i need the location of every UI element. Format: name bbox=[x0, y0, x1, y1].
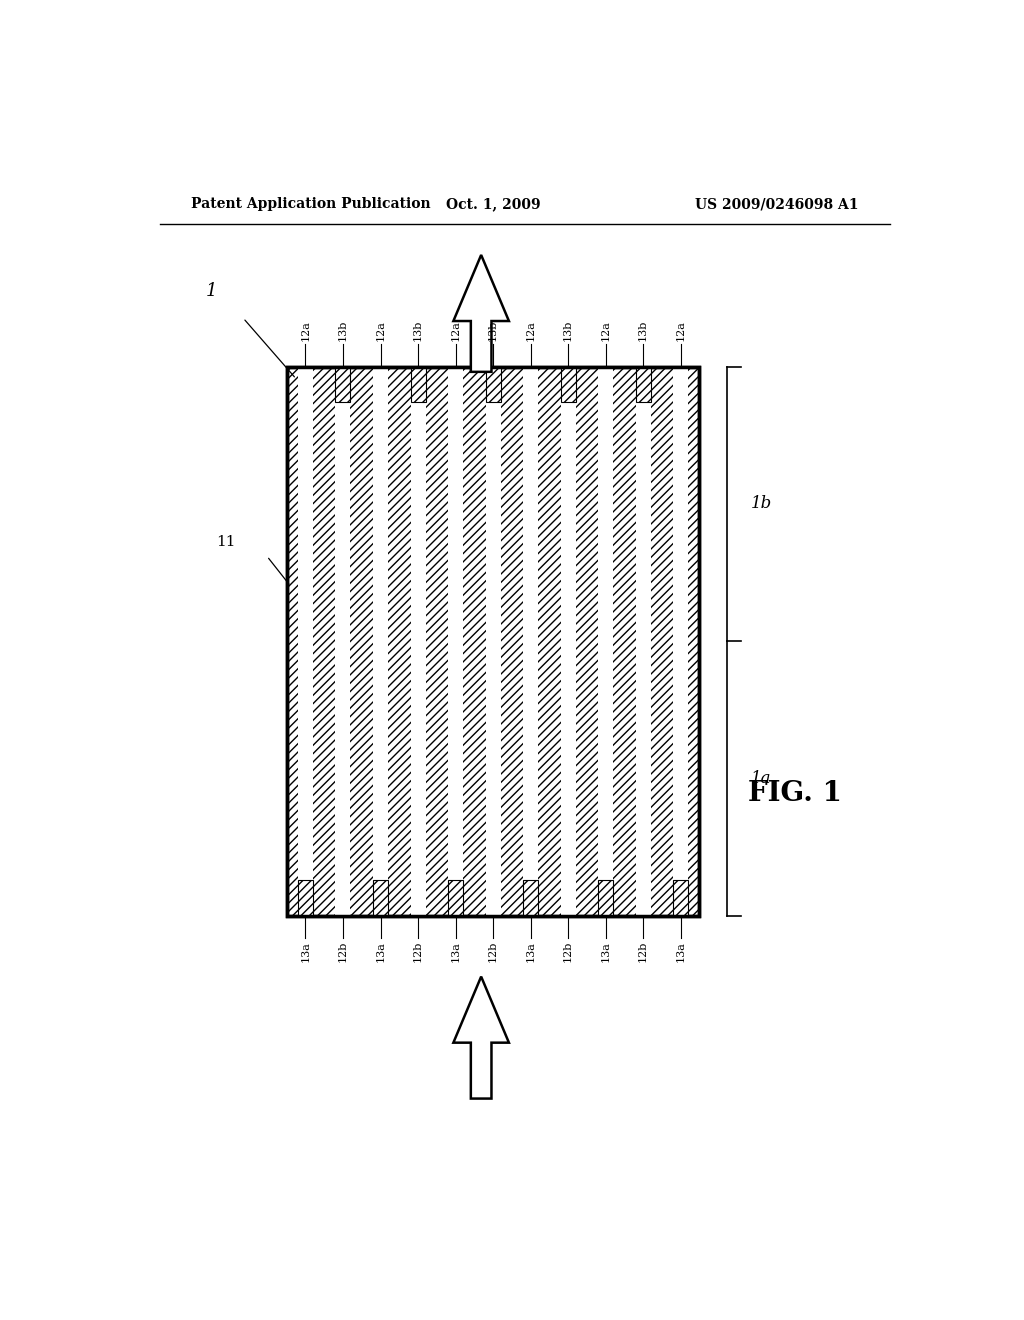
Text: 13b: 13b bbox=[563, 319, 573, 342]
Text: 12b: 12b bbox=[638, 941, 648, 962]
Text: Oct. 1, 2009: Oct. 1, 2009 bbox=[445, 197, 541, 211]
Bar bbox=[298, 367, 313, 880]
Bar bbox=[598, 880, 613, 916]
Text: 12a: 12a bbox=[676, 321, 686, 342]
Bar bbox=[673, 880, 688, 916]
Bar bbox=[598, 367, 613, 880]
Text: 13b: 13b bbox=[413, 319, 423, 342]
Text: Patent Application Publication: Patent Application Publication bbox=[191, 197, 431, 211]
Bar bbox=[298, 880, 313, 916]
Text: 12a: 12a bbox=[601, 321, 610, 342]
Bar bbox=[636, 367, 650, 403]
Text: FIG. 1: FIG. 1 bbox=[748, 780, 842, 807]
Bar bbox=[560, 403, 575, 916]
Bar bbox=[673, 367, 688, 880]
Text: 12a: 12a bbox=[376, 321, 385, 342]
Text: 12b: 12b bbox=[563, 941, 573, 962]
Text: 12a: 12a bbox=[525, 321, 536, 342]
Bar bbox=[373, 880, 388, 916]
Polygon shape bbox=[454, 255, 509, 372]
Bar bbox=[336, 367, 350, 403]
Text: 12b: 12b bbox=[338, 941, 348, 962]
Bar bbox=[336, 403, 350, 916]
Text: 13b: 13b bbox=[338, 319, 348, 342]
Text: 1: 1 bbox=[206, 281, 217, 300]
Text: 12b: 12b bbox=[413, 941, 423, 962]
Text: 13a: 13a bbox=[676, 941, 686, 962]
Bar bbox=[449, 880, 463, 916]
Bar bbox=[485, 367, 501, 403]
Bar bbox=[560, 367, 575, 403]
Text: 1a: 1a bbox=[751, 770, 771, 787]
Text: 13a: 13a bbox=[525, 941, 536, 962]
Bar bbox=[449, 367, 463, 880]
Bar bbox=[287, 367, 699, 916]
Text: 13a: 13a bbox=[451, 941, 461, 962]
Bar bbox=[523, 367, 538, 880]
Text: 12a: 12a bbox=[451, 321, 461, 342]
Bar bbox=[373, 367, 388, 880]
Bar bbox=[485, 403, 501, 916]
Polygon shape bbox=[454, 977, 509, 1098]
Bar bbox=[411, 403, 426, 916]
Bar bbox=[523, 880, 538, 916]
Text: 13b: 13b bbox=[488, 319, 498, 342]
Bar bbox=[287, 367, 699, 916]
Bar bbox=[636, 403, 650, 916]
Bar bbox=[411, 367, 426, 403]
Text: 12b: 12b bbox=[488, 941, 498, 962]
Text: 12a: 12a bbox=[300, 321, 310, 342]
Text: US 2009/0246098 A1: US 2009/0246098 A1 bbox=[694, 197, 858, 211]
Text: 13a: 13a bbox=[376, 941, 385, 962]
Text: 13b: 13b bbox=[638, 319, 648, 342]
Text: 1b: 1b bbox=[751, 495, 772, 512]
Text: 13a: 13a bbox=[300, 941, 310, 962]
Text: 13a: 13a bbox=[601, 941, 610, 962]
Text: 11: 11 bbox=[216, 536, 236, 549]
